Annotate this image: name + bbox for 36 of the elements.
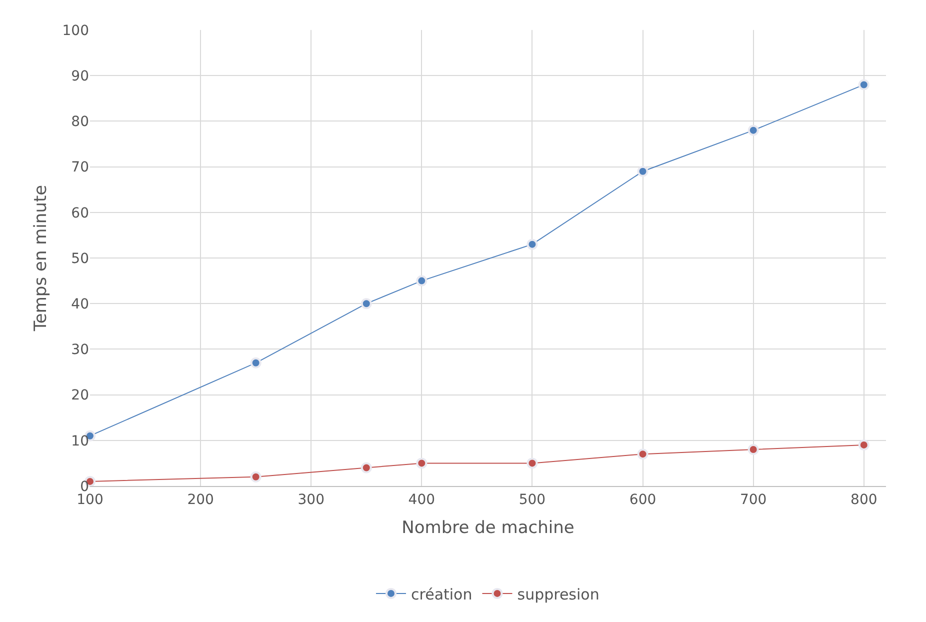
- point: [360, 298, 372, 310]
- y-tick-label: 60: [71, 205, 89, 222]
- y-tick-label: 80: [71, 114, 89, 130]
- y-tick-label: 90: [71, 68, 89, 84]
- y-axis-title: Temps en minute: [31, 184, 51, 332]
- x-tick-label: 400: [408, 492, 436, 508]
- y-tick-label: 50: [71, 250, 89, 267]
- point: [526, 458, 538, 469]
- point: [748, 444, 759, 456]
- point: [250, 357, 262, 368]
- point: [748, 124, 759, 136]
- x-tick-label: 300: [298, 492, 324, 508]
- y-tick-label: 10: [71, 433, 89, 450]
- y-tick-label: 30: [71, 342, 89, 358]
- x-tick-label: 200: [187, 492, 214, 508]
- y-tick-label: 20: [71, 388, 89, 404]
- x-tick-label: 600: [629, 492, 656, 508]
- point: [526, 238, 538, 250]
- x-axis-title: Nombre de machine: [402, 518, 574, 538]
- point: [250, 471, 262, 482]
- legend-label: création: [411, 585, 472, 604]
- x-tick-label: 800: [850, 492, 878, 508]
- point: [637, 448, 648, 460]
- point: [637, 166, 648, 177]
- point: [416, 458, 428, 469]
- point: [858, 79, 870, 90]
- y-tick-label: 100: [62, 22, 89, 39]
- point: [360, 462, 372, 474]
- x-tick-label: 700: [740, 492, 767, 508]
- x-tick-label: 500: [518, 492, 546, 508]
- point: [858, 439, 870, 450]
- point: [416, 275, 428, 286]
- legend-label: suppresion: [517, 585, 600, 604]
- y-tick-label: 40: [71, 296, 89, 312]
- y-tick-label: 70: [71, 160, 89, 176]
- y-tick-label: 0: [80, 478, 89, 495]
